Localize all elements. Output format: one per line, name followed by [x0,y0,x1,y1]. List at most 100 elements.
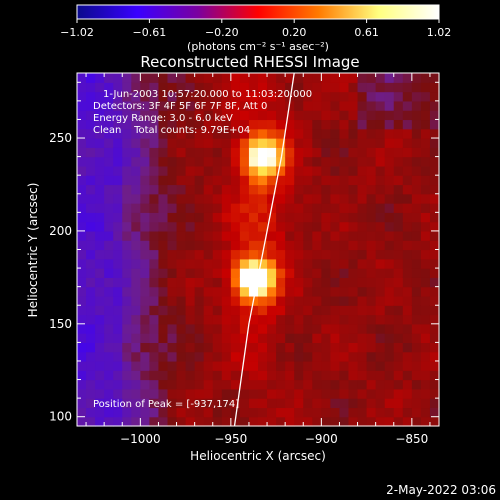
heatmap-cell [248,333,259,343]
heatmap-cell [375,370,386,381]
heatmap-cell [285,128,295,139]
heatmap-cell [113,286,123,297]
heatmap-cell [411,333,422,343]
heatmap-cell [122,165,132,176]
heatmap-cell [402,147,413,158]
heatmap-cell [185,240,196,251]
heatmap-cell [357,240,368,251]
heatmap-cell [95,203,105,213]
heatmap-cell [393,147,404,158]
heatmap-cell [158,212,169,223]
heatmap-cell [230,314,241,325]
heatmap-cell [420,351,431,362]
heatmap-cell [303,165,313,176]
heatmap-cell [221,138,232,148]
heatmap-cell [366,351,377,362]
heatmap-cell [321,305,331,316]
heatmap-cell [95,370,105,381]
heatmap-cell [411,277,422,288]
heatmap-cell [366,240,377,251]
heatmap-cell [258,342,268,353]
heatmap-cell [384,379,395,390]
heatmap-cell [402,295,413,306]
heatmap-cell [104,286,114,297]
heatmap-cell [239,156,250,167]
heatmap-cell [221,184,232,195]
heatmap-cell [158,156,169,167]
heatmap-cell [149,147,160,158]
heatmap-cell [122,73,132,83]
heatmap-cell [158,230,169,241]
heatmap-cell [203,286,214,297]
heatmap-cell [303,203,313,213]
heatmap-cell [348,184,359,195]
heatmap-cell [158,128,169,139]
heatmap-cell [384,407,395,418]
heatmap-cell [86,258,96,269]
heatmap-cell [185,351,196,362]
heatmap-cell [330,156,341,167]
heatmap-cell [176,388,187,399]
heatmap-cell [411,388,422,399]
heatmap-cell [294,128,304,139]
heatmap-cell [176,314,187,325]
heatmap-cell [140,82,150,93]
heatmap-cell [221,295,232,306]
heatmap-cell [203,240,214,251]
heatmap-cell [221,258,232,269]
heatmap-cell [212,165,223,176]
heatmap-cell [366,165,377,176]
heatmap-cell [140,128,150,139]
heatmap-cell [131,184,141,195]
heatmap-cell [77,147,87,158]
heatmap-cell [194,416,205,427]
heatmap-cell [384,305,395,316]
heatmap-cell [212,379,223,390]
heatmap-cell [95,138,105,148]
heatmap-cell [239,370,250,381]
heatmap-cell [357,119,368,130]
heatmap-cell [149,230,160,241]
heatmap-cell [248,119,259,130]
colorbar-unit-label: (photons cm⁻² s⁻¹ asec⁻²) [187,40,329,53]
heatmap-cell [239,333,250,343]
heatmap-cell [267,193,277,204]
heatmap-cell [95,398,105,409]
heatmap-cell [113,193,123,204]
heatmap-cell [384,138,395,148]
heatmap-cell [239,277,250,288]
heatmap-cell [158,138,169,148]
heatmap-cell [285,119,295,130]
heatmap-cell [221,73,232,83]
heatmap-cell [303,184,313,195]
heatmap-cell [158,314,169,325]
heatmap-cell [194,342,205,353]
x-tick-label: −850 [395,432,428,446]
heatmap-cell [203,407,214,418]
heatmap-cell [357,230,368,241]
heatmap-cell [113,184,123,195]
heatmap-cell [294,295,304,306]
heatmap-cell [104,91,114,102]
heatmap-cell [384,156,395,167]
heatmap-cell [104,342,114,353]
heatmap-cell [248,305,259,316]
heatmap-cell [203,249,214,260]
heatmap-cell [230,277,241,288]
heatmap-cell [384,100,395,111]
heatmap-cell [258,175,268,186]
heatmap-cell [357,379,368,390]
heatmap-cell [411,258,422,269]
heatmap-cell [194,305,205,316]
heatmap-cell [86,407,96,418]
heatmap-cell [176,230,187,241]
heatmap-cell [230,193,241,204]
heatmap-cell [321,175,331,186]
heatmap-cell [357,295,368,306]
heatmap-cell [131,416,141,427]
heatmap-cell [122,249,132,260]
heatmap-cell [411,416,422,427]
heatmap-cell [221,175,232,186]
heatmap-cell [149,165,160,176]
heatmap-cell [176,416,187,427]
